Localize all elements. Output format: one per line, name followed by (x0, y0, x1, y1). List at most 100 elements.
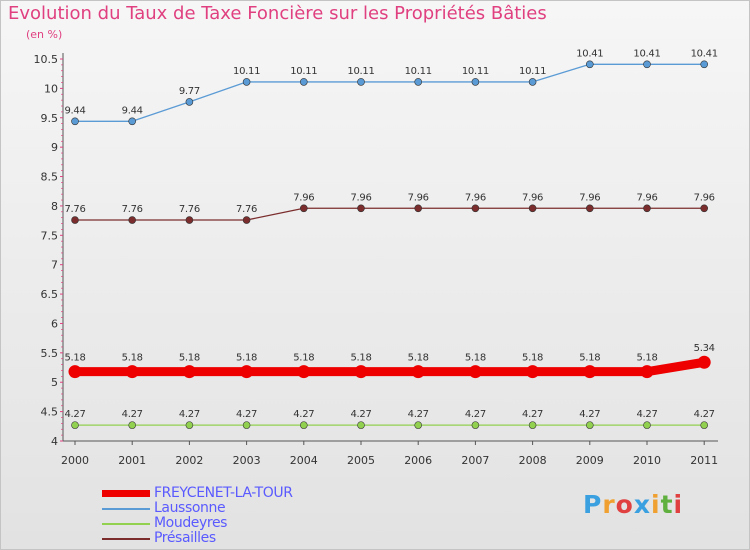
proxiti-logo: Proxiti (583, 490, 683, 519)
data-label: 7.96 (293, 192, 314, 203)
logo-letter: o (615, 490, 634, 519)
y-tick-label: 6.5 (41, 288, 59, 301)
logo-letter: x (633, 490, 651, 519)
y-tick-label: 5.5 (41, 347, 59, 360)
data-point (528, 78, 537, 86)
data-point (68, 365, 82, 379)
data-point (128, 216, 136, 224)
y-tick-label: 10 (44, 82, 58, 95)
series-layer (68, 60, 711, 429)
data-point (471, 78, 480, 86)
data-point (182, 365, 196, 379)
x-tick-label: 2003 (233, 454, 261, 467)
data-label: 5.18 (293, 353, 314, 364)
data-point (471, 421, 480, 429)
data-point (357, 204, 365, 213)
series-line-0 (70, 357, 709, 377)
data-point (585, 421, 594, 429)
data-label: 7.96 (465, 192, 486, 203)
data-point (640, 365, 654, 379)
y-tick-label: 7.5 (41, 229, 59, 242)
data-label: 5.18 (64, 353, 85, 364)
data-point (128, 421, 136, 429)
x-tick-label: 2006 (404, 454, 432, 467)
data-label: 10.41 (691, 48, 718, 59)
legend-swatch-presailles (102, 538, 150, 540)
data-label: 4.27 (522, 409, 543, 420)
x-tick-label: 2000 (61, 454, 89, 467)
data-label: 10.11 (233, 66, 260, 77)
data-label: 4.27 (350, 409, 371, 420)
data-point (528, 204, 537, 213)
data-point (414, 204, 423, 213)
x-tick-label: 2002 (175, 454, 203, 467)
data-label: 5.18 (350, 353, 371, 364)
y-tick-label: 9 (51, 141, 58, 154)
data-point (297, 365, 311, 379)
data-label: 7.96 (522, 192, 543, 203)
data-point (242, 216, 251, 224)
y-tick-label: 8.5 (41, 171, 59, 184)
y-tick-label: 7 (51, 259, 58, 272)
data-label: 4.27 (236, 409, 257, 420)
data-point (299, 204, 308, 213)
data-point (242, 421, 251, 429)
data-point (128, 117, 136, 126)
y-tick-label: 8 (51, 200, 58, 213)
data-label: 10.11 (347, 66, 374, 77)
data-point (299, 78, 308, 86)
legend-label-freycenet: FREYCENET-LA-TOUR (154, 485, 293, 501)
legend-swatch-laussonne (102, 508, 150, 510)
data-point (357, 421, 365, 429)
data-point (240, 365, 254, 379)
data-label: 10.11 (290, 66, 317, 77)
data-point (583, 365, 597, 379)
y-tick-label: 4 (51, 435, 58, 448)
legend-label-presailles: Présailles (154, 530, 216, 546)
data-label: 10.11 (462, 66, 489, 77)
data-point (411, 365, 425, 379)
data-label: 10.41 (633, 48, 660, 59)
data-label: 5.18 (636, 353, 657, 364)
y-tick-label: 5 (51, 376, 58, 389)
data-label: 5.18 (408, 353, 429, 364)
data-point (185, 98, 194, 106)
data-point (526, 365, 540, 379)
data-label: 4.27 (579, 409, 600, 420)
data-point (357, 78, 365, 86)
data-point (528, 421, 537, 429)
data-label: 4.27 (122, 409, 143, 420)
x-tick-label: 2001 (118, 454, 146, 467)
data-label: 4.27 (636, 409, 657, 420)
data-label: 4.27 (694, 409, 715, 420)
data-point (471, 204, 480, 213)
data-point (71, 216, 79, 224)
logo-letter: P (583, 490, 603, 519)
data-label: 5.18 (522, 353, 543, 364)
data-point (125, 365, 139, 379)
data-label: 10.11 (519, 66, 546, 77)
data-point (185, 421, 194, 429)
data-label: 7.96 (694, 192, 715, 203)
x-tick-label: 2004 (290, 454, 318, 467)
legend-swatch-freycenet (102, 490, 150, 497)
legend-label-moudeyres: Moudeyres (154, 515, 228, 531)
data-point (71, 117, 79, 126)
data-label: 7.96 (579, 192, 600, 203)
x-tick-label: 2010 (633, 454, 661, 467)
data-label: 5.18 (236, 353, 257, 364)
data-label: 7.76 (236, 204, 257, 215)
data-label: 5.18 (179, 353, 200, 364)
data-label: 10.41 (576, 48, 603, 59)
x-tick-label: 2005 (347, 454, 375, 467)
data-point (71, 421, 79, 429)
data-label: 4.27 (179, 409, 200, 420)
data-labels: 9.44 9.44 9.77 10.11 10.11 10.11 10.11 10.11 10.… (64, 48, 718, 420)
data-label: 9.44 (122, 105, 143, 116)
legend-swatch-moudeyres (102, 523, 150, 525)
y-tick-label: 6 (51, 317, 58, 330)
data-label: 7.96 (408, 192, 429, 203)
data-label: 4.27 (465, 409, 486, 420)
logo-letter: i (651, 490, 661, 519)
data-point (414, 78, 423, 86)
